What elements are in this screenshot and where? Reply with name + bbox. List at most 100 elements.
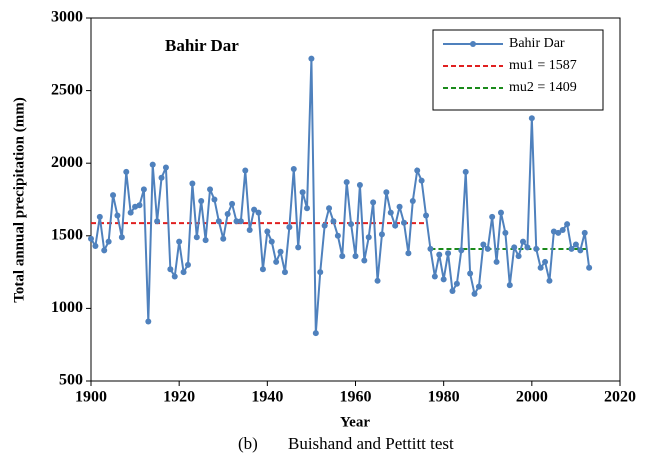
data-point	[471, 290, 478, 297]
data-point	[251, 206, 258, 213]
data-point	[136, 202, 143, 209]
data-point	[167, 266, 174, 273]
data-point	[436, 251, 443, 258]
annotation: Bahir Dar	[165, 36, 239, 55]
data-point	[180, 269, 187, 276]
data-point	[255, 209, 262, 216]
data-point	[352, 253, 359, 260]
data-point	[96, 213, 103, 220]
data-point	[515, 253, 522, 260]
y-tick-label: 3000	[51, 9, 83, 26]
data-point	[449, 287, 456, 294]
data-point	[264, 228, 271, 235]
legend-label: mu2 = 1409	[509, 80, 577, 95]
x-tick-label: 2020	[604, 389, 636, 406]
data-point	[118, 234, 125, 241]
data-point	[440, 276, 447, 283]
data-point	[268, 238, 275, 245]
caption-label: (b)	[238, 434, 258, 453]
data-point	[290, 166, 297, 173]
data-point	[423, 212, 430, 219]
x-tick-label: 1980	[428, 389, 460, 406]
data-point	[378, 231, 385, 238]
data-point	[158, 174, 165, 181]
data-point	[92, 242, 99, 249]
x-axis-label: Year	[340, 414, 370, 430]
data-point	[114, 212, 121, 219]
x-tick-label: 1900	[75, 389, 107, 406]
data-point	[220, 235, 227, 242]
data-point	[572, 241, 579, 248]
x-tick-label: 2000	[516, 389, 548, 406]
data-point	[127, 209, 134, 216]
data-point	[511, 244, 518, 251]
data-point	[475, 283, 482, 290]
y-tick-label: 2500	[51, 81, 83, 98]
data-point	[396, 203, 403, 210]
data-point	[259, 266, 266, 273]
data-point	[361, 257, 368, 264]
y-axis-label: Total annual precipitation (mm)	[11, 97, 27, 302]
data-point	[193, 234, 200, 241]
data-point	[555, 229, 562, 236]
data-point	[149, 161, 156, 168]
data-point	[229, 200, 236, 207]
data-point	[101, 247, 108, 254]
data-point	[405, 250, 412, 257]
data-point	[176, 238, 183, 245]
data-point	[88, 235, 94, 242]
data-point	[105, 238, 112, 245]
data-point	[312, 330, 319, 337]
data-point	[123, 168, 130, 175]
data-point	[542, 258, 549, 265]
data-point	[445, 250, 452, 257]
caption: Buishand and Pettitt test	[288, 434, 454, 453]
data-point	[427, 245, 434, 252]
x-tick-label: 1960	[340, 389, 372, 406]
data-point	[189, 180, 196, 187]
data-point	[418, 177, 425, 184]
data-point	[281, 269, 288, 276]
data-point	[348, 221, 355, 228]
data-point	[489, 213, 496, 220]
y-tick-label: 2000	[51, 154, 83, 171]
legend-marker	[470, 41, 476, 47]
data-point	[400, 219, 407, 226]
data-point	[154, 218, 161, 225]
data-point	[484, 245, 491, 252]
data-point	[343, 179, 350, 186]
data-point	[581, 229, 588, 236]
data-point	[365, 234, 372, 241]
data-point	[321, 222, 328, 229]
data-point	[140, 186, 147, 193]
data-point	[520, 238, 527, 245]
x-tick-label: 1920	[163, 389, 195, 406]
data-point	[326, 205, 333, 212]
data-point	[207, 186, 214, 193]
data-point	[502, 229, 509, 236]
data-point	[215, 218, 222, 225]
data-point	[198, 197, 205, 204]
data-point	[308, 55, 315, 62]
data-point	[506, 282, 513, 289]
legend-label: mu1 = 1587	[509, 58, 577, 73]
data-point	[211, 196, 218, 203]
data-point	[559, 226, 566, 233]
data-point	[356, 181, 363, 188]
data-point	[537, 264, 544, 271]
data-point	[145, 318, 152, 325]
data-point	[202, 237, 209, 244]
data-point	[233, 218, 240, 225]
data-point	[577, 247, 584, 254]
data-point	[480, 241, 487, 248]
data-point	[334, 232, 341, 239]
data-point	[339, 253, 346, 260]
data-point	[246, 226, 253, 233]
data-point	[299, 189, 306, 196]
data-point	[528, 115, 535, 122]
data-point	[383, 189, 390, 196]
data-point	[586, 264, 593, 271]
y-tick-label: 500	[59, 372, 83, 389]
data-point	[414, 167, 421, 174]
